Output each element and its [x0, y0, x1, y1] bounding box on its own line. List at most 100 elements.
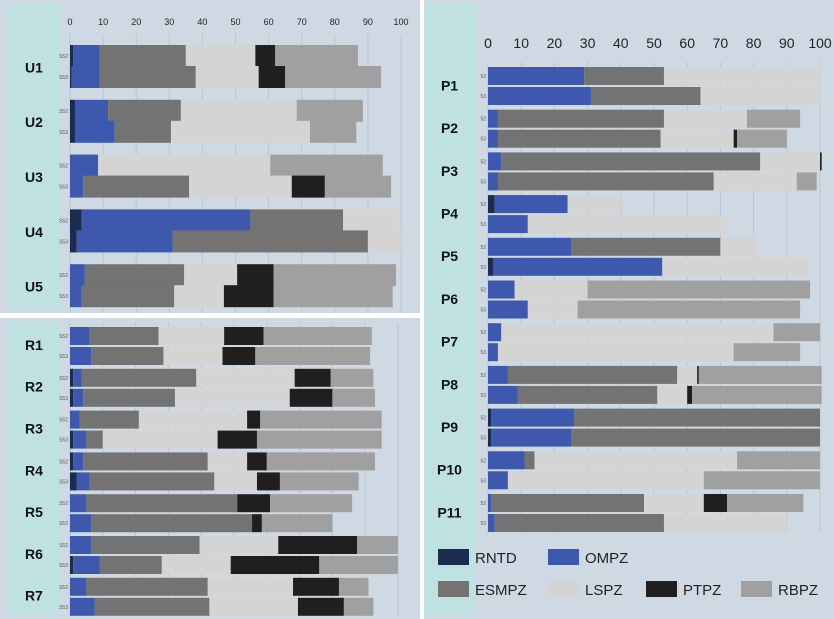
bar-segment-esmpz [99, 45, 186, 67]
x-tick-label: 60 [679, 35, 695, 51]
bar-sublabel: 53 [480, 308, 486, 314]
bar-segment-lspz [98, 154, 271, 177]
bar-segment-esmpz [494, 514, 664, 532]
bar-segment-ompz [74, 99, 109, 122]
bar-segment-esmpz [497, 172, 714, 191]
bar-sublabel: S52 [59, 459, 68, 465]
bar-sublabel: 53 [480, 94, 486, 100]
bar-segment-lspz [713, 172, 797, 191]
bar-sublabel: 53 [480, 478, 486, 484]
bar-segment-esmpz [91, 536, 200, 554]
x-tick-label: 20 [547, 35, 563, 51]
group-label-r1: R1 [25, 337, 43, 353]
legend-label-ptpz: PTPZ [683, 582, 721, 599]
bar-segment-ptpz [297, 597, 344, 616]
bar-segment-ompz [70, 410, 80, 429]
bar-sublabel: 53 [480, 179, 486, 185]
legend-label-esmpz: ESMPZ [475, 582, 527, 599]
bar-segment-ompz [488, 494, 492, 512]
bar-segment-lspz [174, 285, 224, 308]
bar-segment-rbpz [692, 385, 822, 404]
bar-segment-ompz [488, 343, 498, 362]
bar-segment-lspz [677, 365, 698, 384]
bar-sublabel: 52 [480, 330, 486, 336]
bar-segment-lspz [180, 99, 297, 122]
bar-segment-esmpz [83, 452, 208, 471]
group-label-p3: P3 [441, 163, 458, 179]
bar-sublabel: 53 [480, 222, 486, 228]
bar-segment-lspz [207, 577, 294, 596]
bar-segment-lspz [102, 430, 218, 449]
bar-segment-ptpz [703, 494, 728, 512]
bar-segment-ompz [81, 209, 251, 232]
bar-sublabel: 53 [480, 265, 486, 271]
bar-segment-rntd [70, 45, 74, 67]
bar-segment-ompz [491, 428, 571, 447]
bar-segment-rbpz [587, 280, 811, 299]
bar-segment-ompz [488, 172, 498, 191]
bar-segment-rbpz [319, 556, 398, 574]
bar-segment-ptpz [223, 285, 274, 308]
bar-segment-esmpz [84, 264, 185, 287]
bar-segment-esmpz [79, 410, 139, 429]
x-tick-label: 80 [746, 35, 762, 51]
bar-segment-lspz [720, 237, 757, 256]
bar-sublabel: S52 [59, 543, 68, 549]
bar-segment-lspz [185, 45, 256, 67]
bar-segment-ompz [70, 514, 92, 533]
label-strip [8, 4, 60, 309]
bar-segment-ompz [73, 388, 84, 407]
x-tick-label: 70 [713, 35, 729, 51]
x-tick-label: 60 [264, 17, 274, 27]
x-tick-label: 30 [164, 17, 174, 27]
bar-segment-lspz [660, 129, 734, 148]
bar-segment-rntd [70, 556, 74, 574]
bar-segment-rntd [70, 472, 77, 491]
bar-segment-lspz [644, 494, 704, 512]
bar-segment-rbpz [273, 264, 397, 287]
group-label-u2: U2 [25, 114, 43, 130]
bar-sublabel: S53 [59, 396, 68, 402]
bar-segment-esmpz [89, 472, 215, 491]
bar-segment-lspz [196, 368, 295, 387]
bar-sublabel: S53 [59, 479, 68, 485]
bar-sublabel: S53 [59, 130, 68, 136]
bar-segment-esmpz [99, 66, 196, 88]
bar-segment-esmpz [590, 87, 701, 105]
bar-sublabel: 52 [480, 245, 486, 251]
bar-segment-lspz [760, 152, 820, 171]
bar-segment-ompz [488, 152, 502, 171]
x-tick-label: 70 [297, 17, 307, 27]
bar-segment-rbpz [279, 472, 359, 491]
bar-segment-lspz [195, 66, 259, 88]
bar-sublabel: S53 [59, 185, 68, 191]
legend-swatch-rntd [438, 549, 469, 565]
bar-segment-ptpz [278, 536, 357, 554]
bar-sublabel: 53 [480, 521, 486, 527]
bar-segment-rntd [70, 452, 74, 471]
bar-segment-esmpz [89, 327, 159, 345]
bar-segment-lspz [507, 471, 704, 490]
group-label-p2: P2 [441, 120, 458, 136]
bar-segment-rbpz [727, 494, 804, 512]
bar-segment-esmpz [86, 430, 103, 449]
group-label-r2: R2 [25, 379, 43, 395]
bar-segment-ptpz [252, 514, 262, 533]
bar-sublabel: 53 [480, 436, 486, 442]
bar-segment-ompz [70, 577, 87, 596]
group-label-u3: U3 [25, 169, 43, 185]
bar-segment-ompz [73, 45, 100, 67]
bar-segment-esmpz [81, 368, 197, 387]
bar-segment-esmpz [571, 237, 721, 256]
bar-segment-lspz [209, 597, 298, 616]
bar-segment-lspz [138, 410, 248, 429]
bar-sublabel: 52 [480, 373, 486, 379]
x-tick-label: 50 [230, 17, 240, 27]
bar-segment-esmpz [83, 388, 175, 407]
legend-label-rbpz: RBPZ [778, 582, 818, 599]
bar-segment-esmpz [497, 129, 661, 148]
bar-sublabel: 52 [480, 202, 486, 208]
bar-sublabel: S53 [59, 354, 68, 360]
bar-segment-rbpz [338, 577, 369, 596]
bar-segment-rbpz [357, 536, 398, 554]
